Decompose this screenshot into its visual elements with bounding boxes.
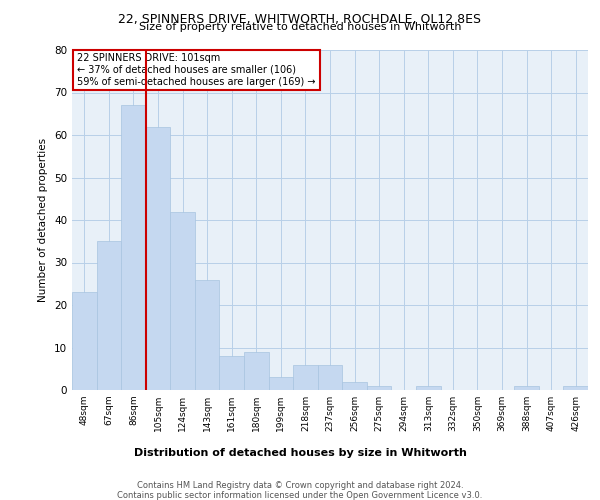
Text: Distribution of detached houses by size in Whitworth: Distribution of detached houses by size … (134, 448, 466, 458)
Bar (244, 352, 269, 390)
Bar (146, 126, 170, 390)
Text: Size of property relative to detached houses in Whitworth: Size of property relative to detached ho… (139, 22, 461, 32)
Bar (342, 382, 367, 390)
Bar (220, 356, 244, 390)
Text: 22 SPINNERS DRIVE: 101sqm
← 37% of detached houses are smaller (106)
59% of semi: 22 SPINNERS DRIVE: 101sqm ← 37% of detac… (77, 54, 316, 86)
Bar (293, 364, 318, 390)
Bar (367, 386, 391, 390)
Bar (121, 106, 146, 390)
Bar (514, 386, 539, 390)
Bar (269, 377, 293, 390)
Bar (563, 386, 588, 390)
Bar (195, 280, 220, 390)
Bar (416, 386, 440, 390)
Bar (170, 212, 195, 390)
Bar (72, 292, 97, 390)
Bar (97, 242, 121, 390)
Text: Contains HM Land Registry data © Crown copyright and database right 2024.
Contai: Contains HM Land Registry data © Crown c… (118, 481, 482, 500)
Bar (318, 364, 342, 390)
Y-axis label: Number of detached properties: Number of detached properties (38, 138, 49, 302)
Text: 22, SPINNERS DRIVE, WHITWORTH, ROCHDALE, OL12 8ES: 22, SPINNERS DRIVE, WHITWORTH, ROCHDALE,… (119, 12, 482, 26)
